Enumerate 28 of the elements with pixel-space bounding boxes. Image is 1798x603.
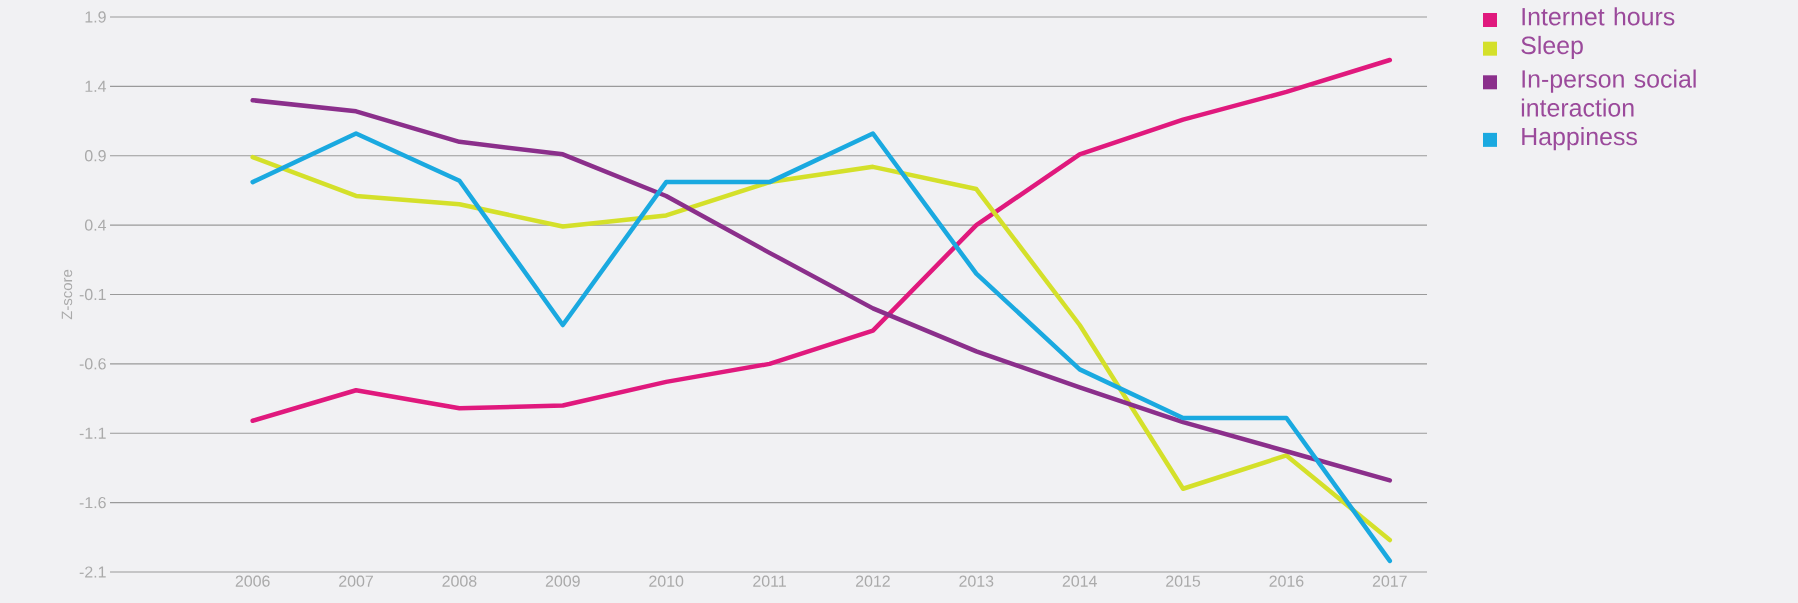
y-tick-label: 0.9 xyxy=(84,150,106,162)
y-tick-label: -0.6 xyxy=(79,358,106,370)
x-tick-label: 2017 xyxy=(1372,575,1407,587)
y-tick-label: 1.4 xyxy=(85,80,107,92)
x-tick-label: 2014 xyxy=(1062,575,1097,587)
y-tick-label: 1.9 xyxy=(85,11,106,23)
x-tick-label: 2011 xyxy=(753,575,786,587)
y-tick-label: -2.1 xyxy=(79,566,106,578)
x-tick-label: 2012 xyxy=(856,575,890,587)
y-tick-label: -1.6 xyxy=(79,496,106,509)
x-tick-label: 2016 xyxy=(1269,575,1304,587)
line-series xyxy=(250,97,1393,483)
x-tick-label: 2010 xyxy=(649,575,684,587)
y-tick-label: 0.4 xyxy=(84,219,107,231)
legend-label: In-person social interaction xyxy=(1521,69,1696,117)
x-tick-label: 2009 xyxy=(545,575,580,587)
y-tick-label: -1.1 xyxy=(79,427,106,439)
x-tick-label: 2015 xyxy=(1166,575,1201,587)
x-tick-label: 2008 xyxy=(442,575,477,587)
legend-label: Internet hours xyxy=(1522,7,1675,26)
y-tick-label: -0.1 xyxy=(79,288,106,301)
legend-label: Happiness xyxy=(1522,127,1637,151)
legend-label: Sleep xyxy=(1521,35,1583,60)
x-tick-label: 2013 xyxy=(959,575,994,587)
x-tick-label: 2006 xyxy=(235,575,270,587)
line-series xyxy=(250,57,1393,423)
x-tick-label: 2007 xyxy=(339,575,373,587)
y-axis-title: Z-score xyxy=(61,269,73,320)
